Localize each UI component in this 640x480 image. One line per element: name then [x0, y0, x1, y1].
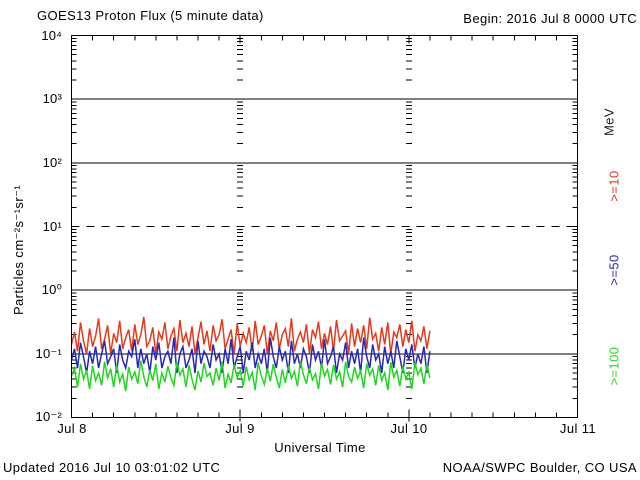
begin-timestamp: Begin: 2016 Jul 8 0000 UTC	[463, 11, 637, 26]
y-tick-1e2: 10²	[42, 155, 62, 170]
legend-ge100: >=100	[606, 346, 622, 386]
y-tick-1e3: 10³	[42, 91, 62, 106]
y-tick-1e4: 10⁴	[41, 28, 62, 43]
x-tick-jul10: Jul 10	[390, 421, 428, 436]
x-tick-jul11: Jul 11	[559, 421, 597, 436]
updated-timestamp: Updated 2016 Jul 10 03:01:02 UTC	[3, 460, 221, 475]
x-axis-label: Universal Time	[274, 440, 366, 455]
y-tick-1e1: 10¹	[42, 219, 62, 234]
legend-ge10: >=10	[606, 170, 622, 202]
y-tick-1e-1: 10⁻¹	[35, 346, 62, 361]
y-tick-1e-2: 10⁻²	[35, 409, 62, 424]
y-axis-label: Particles cm⁻²s⁻¹sr⁻¹	[11, 184, 26, 316]
x-tick-jul8: Jul 8	[57, 421, 87, 436]
page-title: GOES13 Proton Flux (5 minute data)	[37, 8, 264, 23]
x-tick-jul9: Jul 9	[225, 421, 255, 436]
source-credit: NOAA/SWPC Boulder, CO USA	[442, 460, 637, 475]
legend-units-mev: MeV	[601, 108, 617, 136]
y-tick-1e0: 10⁰	[41, 282, 62, 297]
legend-ge50: >=50	[606, 254, 622, 286]
